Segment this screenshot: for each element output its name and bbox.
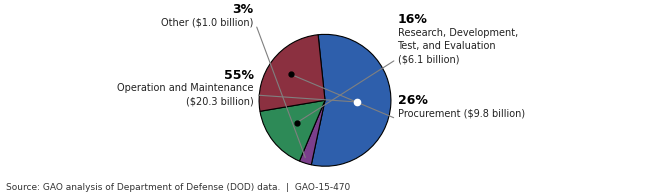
Wedge shape — [300, 100, 325, 165]
Text: Other ($1.0 billion): Other ($1.0 billion) — [161, 17, 254, 27]
Text: Procurement ($9.8 billion): Procurement ($9.8 billion) — [398, 108, 525, 118]
Text: 26%: 26% — [398, 94, 428, 107]
Text: 3%: 3% — [233, 3, 254, 16]
Wedge shape — [259, 35, 325, 111]
Wedge shape — [260, 100, 325, 161]
Text: Source: GAO analysis of Department of Defense (DOD) data.  |  GAO-15-470: Source: GAO analysis of Department of De… — [6, 183, 351, 192]
Text: Operation and Maintenance
($20.3 billion): Operation and Maintenance ($20.3 billion… — [117, 83, 254, 106]
Text: 16%: 16% — [398, 13, 428, 26]
Text: Research, Development,
Test, and Evaluation
($6.1 billion): Research, Development, Test, and Evaluat… — [398, 28, 518, 64]
Text: 55%: 55% — [224, 69, 254, 82]
Wedge shape — [311, 34, 391, 166]
